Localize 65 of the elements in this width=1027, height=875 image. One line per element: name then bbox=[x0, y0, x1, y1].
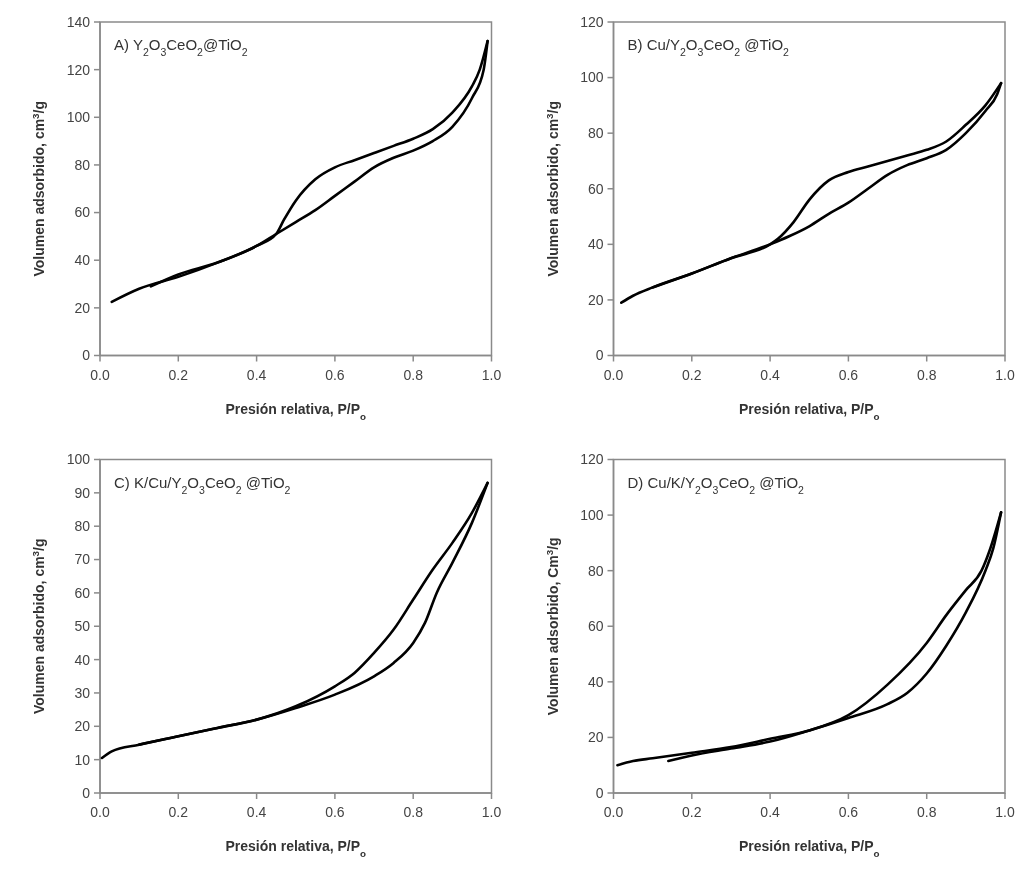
x-tick-label: 0.6 bbox=[325, 366, 345, 383]
y-tick-label: 80 bbox=[74, 156, 91, 173]
y-tick-label: 120 bbox=[580, 451, 604, 468]
x-tick-label: 1.0 bbox=[995, 366, 1015, 383]
text: D) Cu/K/Y$_{2}$O$_{3}$CeO$_{2}$ @TiO$_{2}$ bbox=[627, 473, 805, 496]
y-tick-label: 40 bbox=[74, 651, 91, 668]
y-tick-label: 40 bbox=[74, 252, 91, 269]
x-tick-label: 0.2 bbox=[168, 804, 189, 820]
x-tick-label: 0.2 bbox=[168, 366, 189, 383]
x-tick-label: 0.6 bbox=[838, 804, 859, 820]
x-tick-label: 0.2 bbox=[682, 366, 702, 383]
y-tick-label: 80 bbox=[587, 562, 604, 579]
x-tick-label: 0.4 bbox=[246, 804, 267, 820]
y-tick-label: 60 bbox=[587, 618, 604, 635]
y-tick-label: 120 bbox=[66, 61, 91, 78]
y-tick-label: 20 bbox=[74, 299, 91, 316]
y-tick-label: 100 bbox=[66, 109, 91, 126]
y-tick-label: 80 bbox=[587, 125, 604, 142]
y-tick-label: 0 bbox=[595, 784, 604, 801]
x-tick-label: 0.0 bbox=[90, 366, 110, 383]
x-tick-label: 0.0 bbox=[603, 804, 624, 820]
x-tick-label: 0.8 bbox=[916, 366, 937, 383]
x-axis-title: Presión relativa, P/P$_{o}$ bbox=[738, 838, 880, 859]
y-tick-label: 120 bbox=[580, 13, 604, 30]
y-tick-label: 0 bbox=[595, 347, 604, 364]
y-tick-label: 90 bbox=[74, 484, 91, 501]
y-tick-label: 20 bbox=[587, 729, 604, 746]
x-tick-label: 1.0 bbox=[481, 366, 502, 383]
text: A) Y$_{2}$O$_{3}$CeO$_{2}$@TiO$_{2}$ bbox=[114, 36, 248, 58]
y-tick-label: 40 bbox=[587, 236, 604, 253]
y-tick-label: 100 bbox=[66, 451, 91, 468]
text: B) Cu/Y$_{2}$O$_{3}$CeO$_{2}$ @TiO$_{2}$ bbox=[627, 36, 790, 58]
y-tick-label: 80 bbox=[74, 518, 91, 535]
x-tick-label: 0.0 bbox=[90, 804, 110, 820]
x-tick-label: 0.6 bbox=[838, 366, 859, 383]
x-tick-label: 0.8 bbox=[403, 366, 424, 383]
x-axis-title: Presión relativa, P/P$_{o}$ bbox=[225, 400, 367, 421]
x-tick-label: 0.4 bbox=[760, 804, 781, 820]
y-tick-label: 0 bbox=[82, 784, 91, 801]
x-tick-label: 0.2 bbox=[682, 804, 702, 820]
y-tick-label: 140 bbox=[66, 13, 91, 30]
y-tick-label: 10 bbox=[74, 751, 91, 768]
text: C) K/Cu/Y$_{2}$O$_{3}$CeO$_{2}$ @TiO$_{2}$ bbox=[114, 473, 291, 496]
y-tick-label: 20 bbox=[587, 291, 604, 308]
x-axis-title: Presión relativa, P/P$_{o}$ bbox=[225, 838, 367, 859]
x-tick-label: 0.4 bbox=[246, 366, 267, 383]
y-tick-label: 40 bbox=[587, 673, 604, 690]
y-tick-label: 30 bbox=[74, 684, 91, 701]
y-tick-label: 100 bbox=[580, 506, 604, 523]
x-tick-label: 0.4 bbox=[760, 366, 781, 383]
x-tick-label: 0.6 bbox=[325, 804, 345, 820]
y-tick-label: 60 bbox=[74, 204, 91, 221]
y-tick-label: 0 bbox=[82, 347, 91, 364]
x-tick-label: 1.0 bbox=[995, 804, 1015, 820]
x-axis-title: Presión relativa, P/P$_{o}$ bbox=[738, 400, 880, 421]
y-tick-label: 20 bbox=[74, 718, 91, 735]
x-tick-label: 1.0 bbox=[481, 804, 502, 820]
x-tick-label: 0.8 bbox=[403, 804, 424, 820]
y-tick-label: 100 bbox=[580, 69, 604, 86]
x-tick-label: 0.0 bbox=[603, 366, 624, 383]
x-tick-label: 0.8 bbox=[916, 804, 937, 820]
y-tick-label: 70 bbox=[74, 551, 91, 568]
y-tick-label: 60 bbox=[74, 584, 91, 601]
y-tick-label: 60 bbox=[587, 180, 604, 197]
y-tick-label: 50 bbox=[74, 618, 91, 635]
